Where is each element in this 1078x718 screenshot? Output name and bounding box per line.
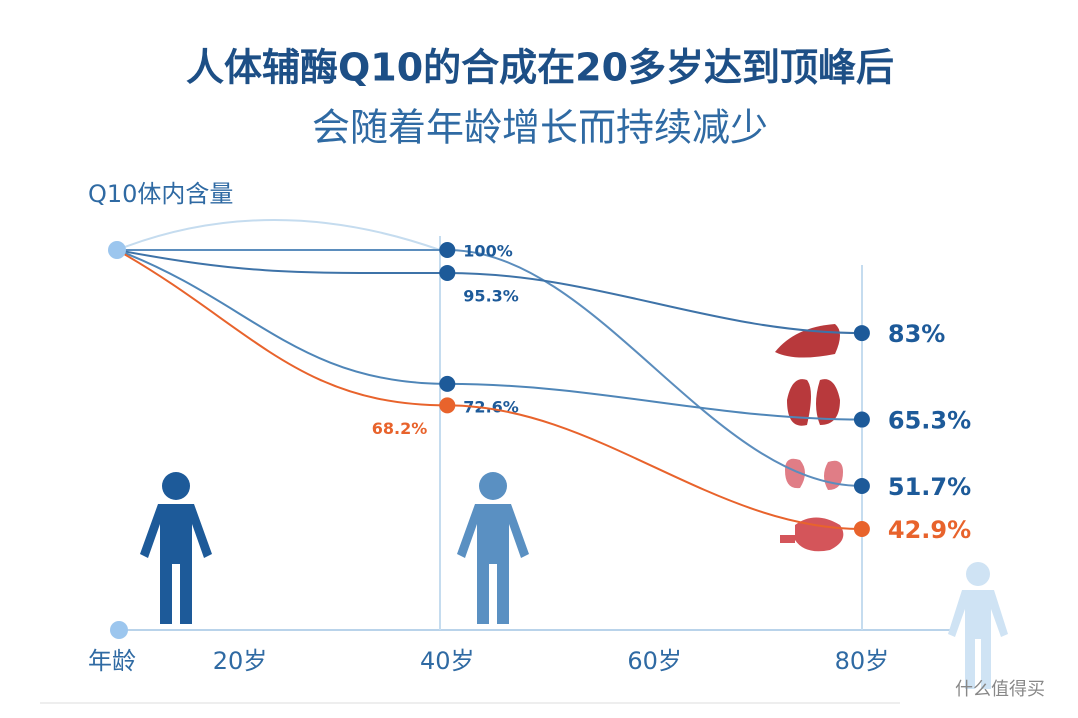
data-label: 65.3% bbox=[888, 407, 971, 435]
series-line bbox=[447, 271, 862, 335]
point bbox=[853, 478, 870, 495]
data-label: 83% bbox=[888, 320, 945, 348]
x-tick-label: 20岁 bbox=[213, 647, 268, 675]
series-line bbox=[447, 382, 862, 421]
human-figure bbox=[457, 472, 529, 624]
data-label: 51.7% bbox=[888, 473, 971, 501]
x-axis-label: 年龄 bbox=[88, 647, 136, 675]
point bbox=[853, 411, 870, 428]
connector bbox=[116, 249, 448, 407]
series-line bbox=[447, 404, 862, 530]
point bbox=[439, 397, 456, 414]
point bbox=[439, 242, 456, 258]
data-label: 42.9% bbox=[888, 516, 971, 544]
series-line bbox=[447, 249, 862, 488]
data-label: 95.3% bbox=[463, 286, 519, 305]
point bbox=[853, 521, 870, 537]
data-label: 68.2% bbox=[372, 419, 428, 438]
connector bbox=[116, 249, 448, 385]
point bbox=[439, 264, 456, 281]
human-figure bbox=[948, 562, 1008, 689]
chart-title: 人体辅酶Q10的合成在20多岁达到顶峰后 bbox=[186, 46, 894, 90]
data-label: 100% bbox=[463, 242, 512, 261]
axis-origin bbox=[110, 621, 128, 639]
organ-icon bbox=[775, 324, 844, 552]
y-axis-label: Q10体内含量 bbox=[88, 180, 233, 208]
point bbox=[853, 325, 870, 342]
human-figure bbox=[140, 472, 212, 624]
chart-subtitle: 会随着年龄增长而持续减少 bbox=[312, 106, 768, 150]
x-tick-label: 60岁 bbox=[627, 647, 682, 675]
arc bbox=[116, 219, 441, 251]
connector bbox=[116, 249, 448, 275]
point bbox=[439, 375, 456, 392]
x-tick-label: 80岁 bbox=[835, 647, 890, 675]
x-tick-label: 40岁 bbox=[420, 647, 475, 675]
watermark: 什么值得买 bbox=[955, 679, 1045, 700]
origin-dot bbox=[108, 241, 126, 259]
